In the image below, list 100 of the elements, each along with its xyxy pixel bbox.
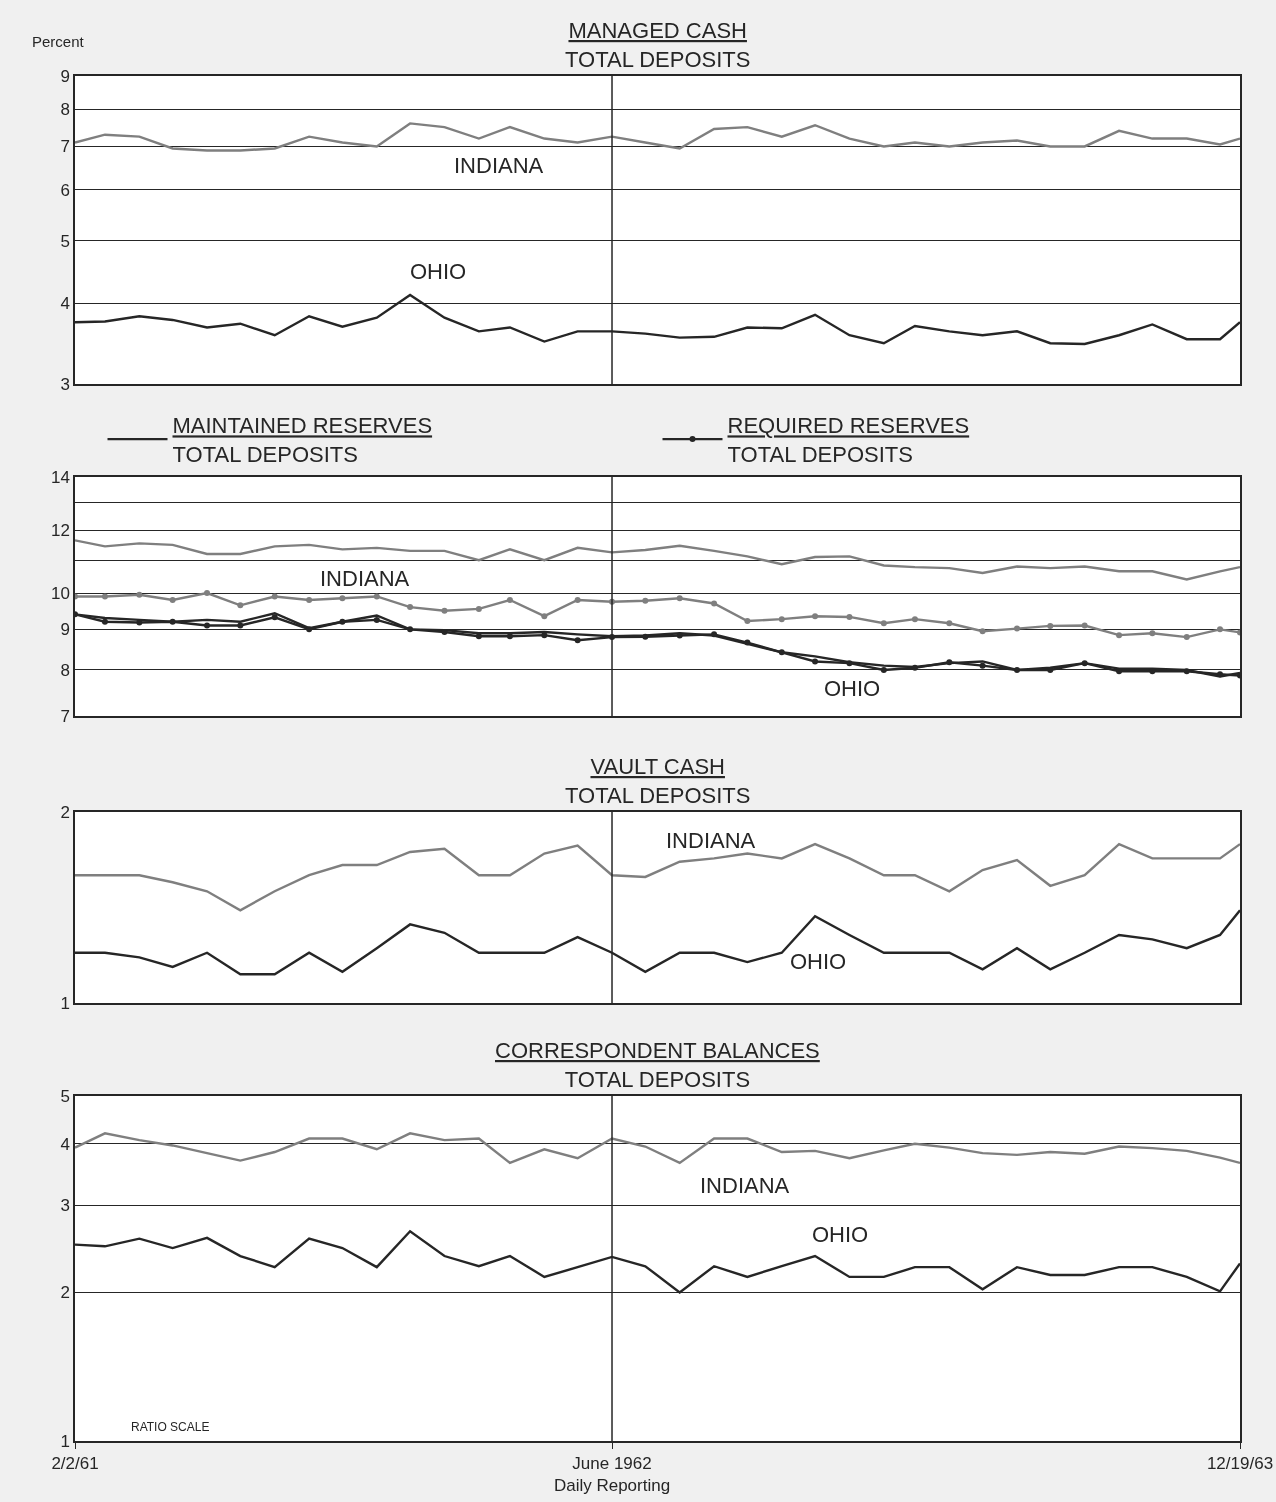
line-series — [75, 122, 1240, 152]
point — [271, 614, 278, 621]
point — [306, 596, 313, 603]
annotation: INDIANA — [320, 566, 410, 591]
y-tick-label: 1 — [60, 1431, 70, 1451]
point — [136, 619, 143, 626]
point — [339, 618, 346, 625]
y-tick-label: 8 — [60, 660, 70, 680]
point — [1013, 666, 1020, 673]
point — [1149, 630, 1156, 637]
point — [373, 593, 380, 600]
chart-title: MANAGED CASH TOTAL DEPOSITS — [565, 18, 751, 72]
point — [1047, 622, 1054, 629]
point — [101, 618, 108, 625]
point — [1081, 622, 1088, 629]
point — [1183, 634, 1190, 641]
point — [169, 596, 176, 603]
annotation: OHIO — [812, 1222, 869, 1247]
point — [101, 593, 108, 600]
x-tick-label: June 1962 Daily Reporting — [553, 1454, 671, 1496]
point — [407, 604, 414, 611]
point — [642, 597, 649, 604]
x-tick-label: 2/2/61 — [51, 1454, 99, 1474]
point — [812, 613, 819, 620]
point — [204, 622, 211, 629]
point — [306, 626, 313, 633]
y-tick-label: 7 — [60, 706, 70, 726]
point — [911, 664, 918, 671]
point — [541, 613, 548, 620]
point — [911, 616, 918, 623]
point — [1081, 660, 1088, 667]
y-tick-label: 8 — [60, 99, 70, 119]
point — [642, 633, 649, 640]
y-tick-label: 4 — [60, 294, 70, 314]
point — [506, 633, 513, 640]
y-tick-label: 5 — [60, 1086, 70, 1106]
point — [441, 607, 448, 614]
y-tick-label: 2 — [60, 1283, 70, 1303]
line-series — [75, 1132, 1240, 1165]
point — [711, 600, 718, 607]
point — [169, 618, 176, 625]
point — [237, 602, 244, 609]
annotation: INDIANA — [666, 828, 756, 853]
y-tick-label: 4 — [60, 1134, 70, 1154]
y-tick-label: 12 — [50, 521, 70, 541]
point — [339, 595, 346, 602]
point — [475, 633, 482, 640]
legend-label: MAINTAINED RESERVES TOTAL DEPOSITS — [172, 413, 433, 467]
legend-label: REQUIRED RESERVES TOTAL DEPOSITS — [727, 413, 970, 467]
y-axis-title: Percent — [32, 33, 85, 50]
annotation: OHIO — [410, 259, 467, 284]
point — [778, 649, 785, 656]
point — [136, 591, 143, 598]
y-tick-label: 9 — [60, 66, 70, 86]
y-tick-label: 2 — [60, 802, 70, 822]
point — [574, 596, 581, 603]
point — [711, 631, 718, 638]
point — [237, 622, 244, 629]
point — [979, 628, 986, 635]
point — [979, 662, 986, 669]
y-tick-label: 14 — [50, 467, 70, 487]
point — [204, 590, 211, 597]
line-series — [75, 590, 1240, 641]
point — [778, 616, 785, 623]
annotation: OHIO — [824, 676, 881, 701]
point — [1217, 626, 1224, 633]
y-tick-label: 3 — [60, 1196, 70, 1216]
annotation: RATIO SCALE — [131, 1420, 210, 1434]
point — [1116, 632, 1123, 639]
y-tick-label: 3 — [60, 374, 70, 394]
point — [574, 637, 581, 644]
point — [846, 613, 853, 620]
point — [744, 639, 751, 646]
chart-title: VAULT CASH TOTAL DEPOSITS — [565, 754, 751, 808]
point — [880, 620, 887, 627]
point — [812, 658, 819, 665]
point — [1217, 671, 1224, 678]
x-tick-label: 12/19/63 — [1206, 1454, 1274, 1474]
point — [541, 632, 548, 639]
annotation: INDIANA — [700, 1173, 790, 1198]
point — [271, 593, 278, 600]
annotation: OHIO — [790, 949, 847, 974]
chart-title: CORRESPONDENT BALANCES TOTAL DEPOSITS — [495, 1038, 820, 1092]
point — [676, 595, 683, 602]
point — [1013, 625, 1020, 632]
y-tick-label: 6 — [60, 180, 70, 200]
point — [880, 666, 887, 673]
point — [946, 659, 953, 666]
point — [506, 596, 513, 603]
y-tick-label: 10 — [50, 583, 70, 603]
point — [373, 616, 380, 623]
point — [744, 618, 751, 625]
y-tick-label: 9 — [60, 620, 70, 640]
y-tick-label: 1 — [60, 993, 70, 1013]
point — [946, 620, 953, 627]
point — [846, 660, 853, 667]
y-tick-label: 5 — [60, 231, 70, 251]
point — [475, 605, 482, 612]
annotation: INDIANA — [454, 153, 544, 178]
point — [407, 626, 414, 633]
